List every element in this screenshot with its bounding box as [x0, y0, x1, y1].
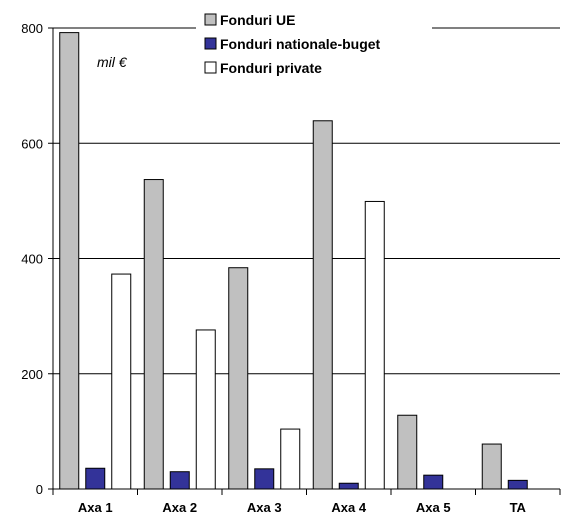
bar-1-4	[312, 120, 333, 490]
bar-3-2	[195, 329, 216, 490]
bars	[59, 32, 528, 490]
x-tick-label: Axa 2	[162, 500, 197, 515]
x-tick-label: TA	[510, 500, 527, 515]
legend-label: Fonduri private	[220, 60, 322, 76]
bar-2-3	[254, 468, 275, 490]
bar-3-3	[280, 428, 301, 490]
x-tick-label: Axa 5	[416, 500, 451, 515]
legend-box	[196, 8, 432, 91]
axes	[52, 28, 561, 495]
legend: Fonduri UE Fonduri nationale-buget Fonduri…	[204, 12, 381, 76]
legend-label: Fonduri nationale-buget	[220, 36, 381, 52]
bar-1-1	[59, 32, 80, 490]
bar-1-2	[143, 179, 164, 490]
x-tick-label: Axa 1	[78, 500, 113, 515]
y-tick-label: 200	[21, 367, 43, 382]
x-tick-label: Axa 3	[247, 500, 282, 515]
bar-2-2	[169, 471, 190, 490]
x-axis-labels: Axa 1 Axa 2 Axa 3 Axa 4 Axa 5 TA	[78, 500, 527, 515]
bar-2-1	[85, 467, 106, 490]
y-tick-label: 800	[21, 21, 43, 36]
y-tick-label: 400	[21, 252, 43, 267]
legend-swatch	[204, 61, 217, 74]
y-tick-label: 0	[36, 482, 43, 497]
legend-swatch	[204, 37, 217, 50]
unit-label: mil €	[97, 54, 128, 70]
legend-label: Fonduri UE	[220, 12, 295, 28]
bar-2-5	[423, 474, 444, 490]
bar-2-6	[507, 479, 528, 490]
bar-1-3	[228, 267, 249, 490]
bar-1-6	[481, 443, 502, 490]
bar-3-1	[111, 273, 132, 490]
bar-1-5	[397, 414, 418, 490]
bar-3-4	[364, 200, 385, 490]
y-tick-label: 600	[21, 136, 43, 151]
y-axis-ticks: 0 200 400 600 800	[21, 21, 53, 497]
legend-swatch	[204, 13, 217, 26]
bar-2-4	[338, 482, 359, 490]
x-tick-label: Axa 4	[331, 500, 366, 515]
